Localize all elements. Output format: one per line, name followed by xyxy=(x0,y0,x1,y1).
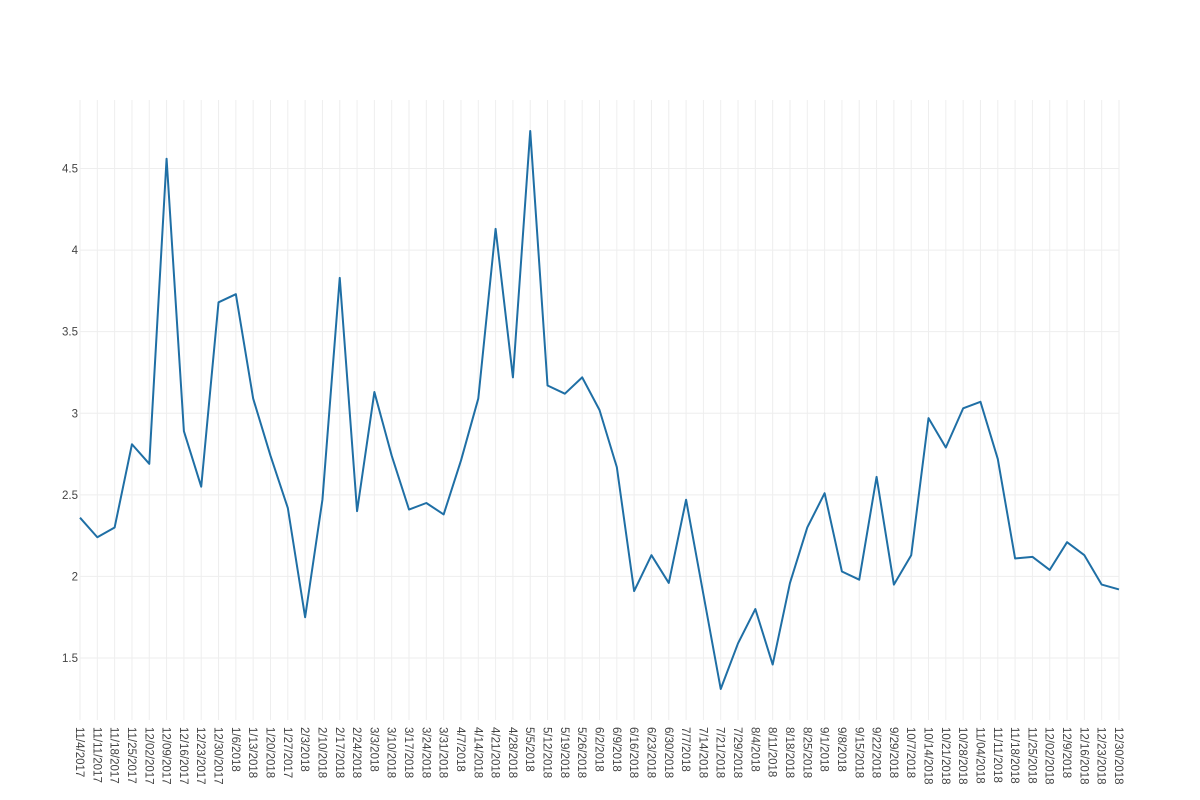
x-tick-label: 12/23/2017 xyxy=(194,727,206,785)
x-tick-label: 6/23/2018 xyxy=(644,727,656,778)
x-tick-label: 9/29/2018 xyxy=(887,727,899,778)
x-tick-label: 9/8/2018 xyxy=(835,727,847,772)
y-tick-label: 2.5 xyxy=(62,490,78,502)
x-tick-label: 8/4/2018 xyxy=(748,727,760,772)
x-tick-label: 11/18/2018 xyxy=(1008,727,1020,784)
x-tick-label: 6/9/2018 xyxy=(610,727,622,772)
x-tick-label: 4/14/2018 xyxy=(471,727,483,778)
x-tick-label: 6/2/2018 xyxy=(593,727,605,772)
x-tick-label: 2/17/2018 xyxy=(333,727,345,778)
x-tick-label: 12/30/2018 xyxy=(1112,727,1124,785)
x-tick-label: 10/21/2018 xyxy=(939,727,951,785)
x-tick-label: 4/7/2018 xyxy=(454,727,466,772)
x-tick-label: 11/25/2017 xyxy=(125,727,137,784)
x-tick-label: 6/30/2018 xyxy=(662,727,674,778)
x-tick-label: 10/7/2018 xyxy=(904,727,916,778)
x-tick-label: 7/29/2018 xyxy=(731,727,743,778)
x-tick-label: 7/14/2018 xyxy=(696,727,708,778)
x-tick-label: 3/3/2018 xyxy=(367,727,379,772)
x-tick-label: 12/02/2017 xyxy=(142,727,154,785)
line xyxy=(79,130,1120,690)
x-tick-label: 3/17/2018 xyxy=(402,727,414,778)
x-tick-label: 12/30/2017 xyxy=(212,727,224,785)
x-tick-label: 6/16/2018 xyxy=(627,727,639,778)
x-tick-label: 8/25/2018 xyxy=(800,727,812,778)
x-tick-label: 8/18/2018 xyxy=(783,727,795,778)
x-tick-label: 11/11/2017 xyxy=(90,727,102,783)
x-tick-label: 3/10/2018 xyxy=(385,727,397,778)
x-tick-label: 12/16/2018 xyxy=(1077,727,1089,785)
x-tick-label: 9/22/2018 xyxy=(870,727,882,778)
x-tick-label: 11/04/2018 xyxy=(973,727,985,784)
x-tick-label: 12/23/2018 xyxy=(1095,727,1107,785)
x-tick-label: 5/5/2018 xyxy=(523,727,535,772)
x-tick-label: 11/4/2017 xyxy=(73,727,85,777)
x-tick-label: 12/09/2017 xyxy=(160,727,172,785)
x-tick-label: 11/18/2017 xyxy=(108,727,120,784)
x-tick-label: 12/02/2018 xyxy=(1043,727,1055,785)
x-tick-label: 2/3/2018 xyxy=(298,727,310,772)
y-tick-label: 3.5 xyxy=(62,327,78,339)
y-tick-label: 4.5 xyxy=(62,164,78,176)
x-tick-label: 1/27/2017 xyxy=(281,727,293,778)
y-tick-label: 3 xyxy=(72,408,78,420)
x-tick-label: 5/26/2018 xyxy=(575,727,587,778)
x-tick-label: 11/11/2018 xyxy=(991,727,1003,783)
x-tick-label: 3/31/2018 xyxy=(437,727,449,778)
x-tick-label: 1/20/2018 xyxy=(263,727,275,778)
x-tick-label: 1/13/2018 xyxy=(246,727,258,778)
x-tick-label: 4/28/2018 xyxy=(506,727,518,778)
x-tick-label: 12/16/2017 xyxy=(177,727,189,785)
x-tick-label: 8/11/2018 xyxy=(766,727,778,777)
x-tick-label: 10/28/2018 xyxy=(956,727,968,785)
x-tick-label: 5/12/2018 xyxy=(541,727,553,778)
x-tick-label: 4/21/2018 xyxy=(489,727,501,778)
x-tick-label: 10/14/2018 xyxy=(922,727,934,785)
y-tick-label: 1.5 xyxy=(62,653,78,665)
x-tick-label: 12/9/2018 xyxy=(1060,727,1072,778)
x-tick-label: 7/21/2018 xyxy=(714,727,726,778)
x-tick-label: 7/7/2018 xyxy=(679,727,691,772)
y-tick-label: 4 xyxy=(72,245,79,257)
x-tick-label: 9/15/2018 xyxy=(852,727,864,778)
y-tick-label: 2 xyxy=(72,571,78,583)
x-tick-label: 11/25/2018 xyxy=(1025,727,1037,784)
x-tick-label: 5/19/2018 xyxy=(558,727,570,778)
x-tick-label: 2/10/2018 xyxy=(315,727,327,778)
x-tick-label: 1/6/2018 xyxy=(229,727,241,772)
x-tick-label: 3/24/2018 xyxy=(419,727,431,778)
x-tick-label: 2/24/2018 xyxy=(350,727,362,778)
x-tick-label: 9/1/2018 xyxy=(818,727,830,772)
